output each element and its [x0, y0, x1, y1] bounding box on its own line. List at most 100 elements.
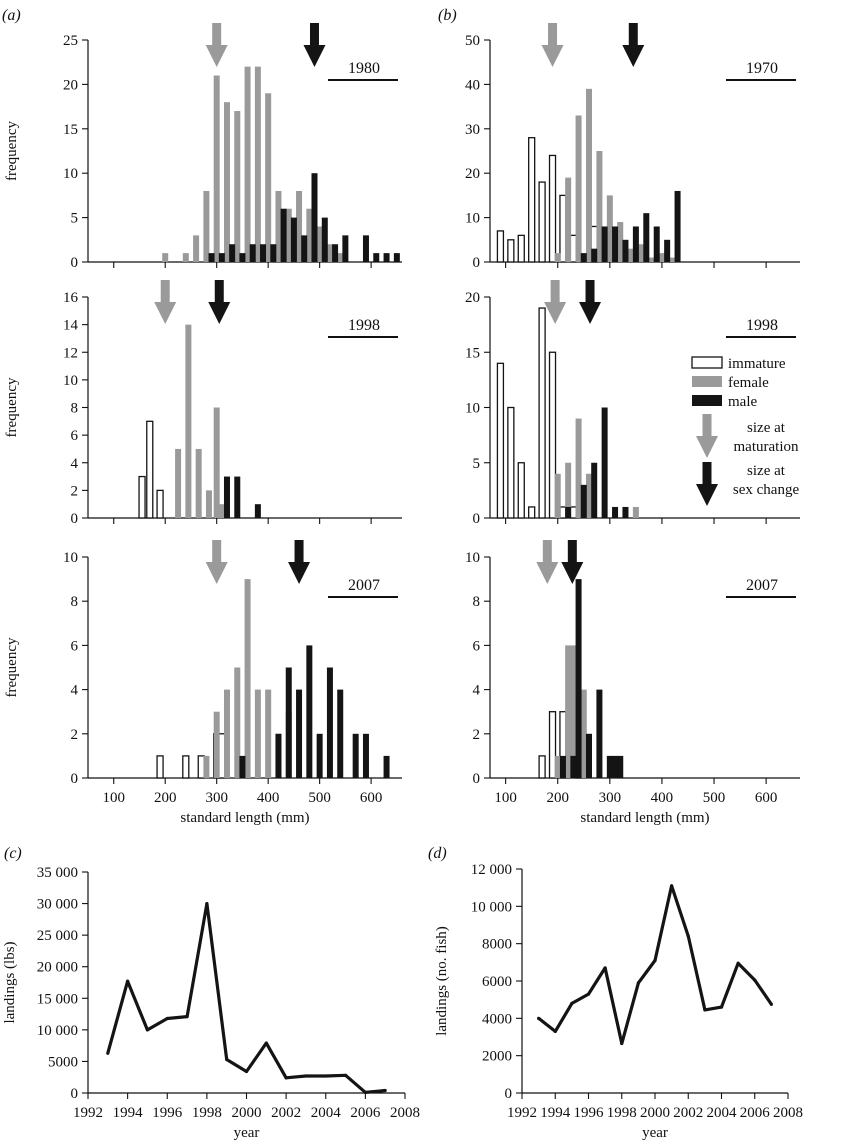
line-point — [205, 901, 209, 906]
legend-swatch-immature — [691, 356, 723, 369]
bar-male — [229, 244, 236, 262]
bar-female — [554, 253, 561, 262]
bar-male — [306, 645, 313, 778]
bar-female — [234, 111, 241, 262]
bar-male — [239, 253, 246, 262]
sex-change-arrow-icon — [208, 280, 231, 324]
y-tick-label: 35 000 — [37, 865, 78, 881]
x-tick-label: 300 — [205, 790, 228, 806]
bar-immature — [569, 506, 578, 519]
panel-label: (c) — [4, 845, 22, 862]
legend-sex-change-arrow-icon — [696, 462, 718, 506]
bar-female — [580, 689, 587, 778]
bar-male — [383, 253, 390, 262]
bar-male — [352, 733, 359, 778]
bar-immature — [559, 506, 567, 519]
line-point — [586, 992, 591, 996]
x-tick-label: 200 — [154, 790, 177, 806]
bar-male — [601, 407, 608, 518]
legend-sex-change-label-2: sex change — [733, 482, 800, 498]
line-point — [769, 1002, 773, 1006]
line-point — [670, 884, 674, 888]
y-tick-label: 8 — [71, 594, 79, 610]
maturation-arrow-icon — [205, 23, 228, 67]
line-point — [636, 981, 640, 985]
x-tick-label: 1992 — [507, 1105, 537, 1121]
y-tick-label: 15 000 — [37, 991, 78, 1007]
y-tick-label: 25 000 — [37, 928, 78, 944]
bar-female — [337, 253, 344, 262]
landings-line — [537, 884, 773, 1046]
y-tick-label: 16 — [63, 290, 79, 306]
y-tick-label: 10 — [465, 550, 480, 566]
line-point — [753, 978, 757, 982]
y-axis-label: frequency — [4, 121, 20, 181]
y-tick-label: 10 — [63, 373, 78, 389]
bar-immature — [496, 362, 505, 519]
bar-male — [622, 239, 629, 262]
bar-male — [383, 755, 390, 778]
year-label: 1998 — [746, 317, 778, 334]
bar-immature — [496, 230, 505, 263]
y-tick-label: 20 000 — [37, 960, 78, 976]
year-label: 1970 — [746, 60, 778, 77]
landings-line — [106, 901, 386, 1095]
bar-male — [270, 244, 277, 262]
y-tick-label: 8 — [71, 401, 79, 417]
line-point — [284, 1076, 288, 1080]
maturation-arrow-icon — [541, 23, 564, 67]
bar-female — [175, 448, 182, 518]
bar-female — [554, 755, 561, 778]
y-tick-label: 15 — [465, 345, 480, 361]
line-point — [126, 979, 130, 983]
line-point — [570, 1001, 574, 1006]
bar-immature — [548, 351, 557, 519]
y-tick-label: 10 — [63, 166, 78, 182]
bar-male — [337, 689, 344, 778]
x-tick-label: 2004 — [311, 1105, 342, 1121]
bar-male — [612, 226, 619, 262]
x-tick-label: 1998 — [192, 1105, 222, 1121]
line-point — [553, 1029, 557, 1033]
y-tick-label: 20 — [465, 290, 480, 306]
y-axis-label: landings (lbs) — [2, 941, 18, 1023]
legend-maturation-arrow-icon — [696, 414, 718, 458]
x-tick-label: 2002 — [673, 1105, 703, 1121]
bar-immature — [507, 406, 515, 519]
x-tick-label: 500 — [308, 790, 331, 806]
line-point — [106, 1051, 110, 1055]
panel-label: (b) — [438, 7, 457, 24]
bar-male — [321, 217, 328, 262]
x-tick-label: 600 — [755, 790, 778, 806]
y-tick-label: 0 — [473, 511, 481, 527]
legend-maturation-label-2: maturation — [734, 439, 799, 455]
bar-immature — [538, 755, 546, 779]
panel-b2007: 0 2 4 6 8 10 100 200 300 400 500 600 standard length… — [465, 540, 800, 826]
bar-male — [575, 579, 582, 778]
panel-label: (a) — [2, 7, 21, 24]
x-tick-label: 2000 — [232, 1105, 262, 1121]
x-tick-label: 100 — [102, 790, 125, 806]
bar-male — [280, 208, 287, 262]
bar-female — [234, 667, 241, 778]
bar-female — [193, 235, 200, 262]
bar-male — [643, 213, 650, 262]
x-tick-label: 2008 — [390, 1105, 420, 1121]
bar-male — [606, 755, 613, 778]
sex-change-arrow-icon — [561, 540, 584, 584]
y-tick-label: 2 — [71, 727, 79, 743]
line-point — [736, 961, 740, 965]
line-point — [343, 1073, 348, 1077]
y-tick-label: 6 — [473, 638, 481, 654]
x-tick-label: 1996 — [152, 1105, 183, 1121]
x-tick-label: 500 — [703, 790, 726, 806]
x-tick-label: 2002 — [271, 1105, 301, 1121]
y-tick-label: 10 000 — [471, 899, 512, 915]
x-tick-label: 400 — [651, 790, 674, 806]
bar-female — [585, 88, 592, 262]
x-tick-label: 2004 — [707, 1105, 738, 1121]
y-tick-label: 30 — [465, 122, 480, 138]
line-point — [537, 1016, 541, 1020]
bar-female — [213, 75, 220, 263]
bar-male — [326, 667, 333, 778]
